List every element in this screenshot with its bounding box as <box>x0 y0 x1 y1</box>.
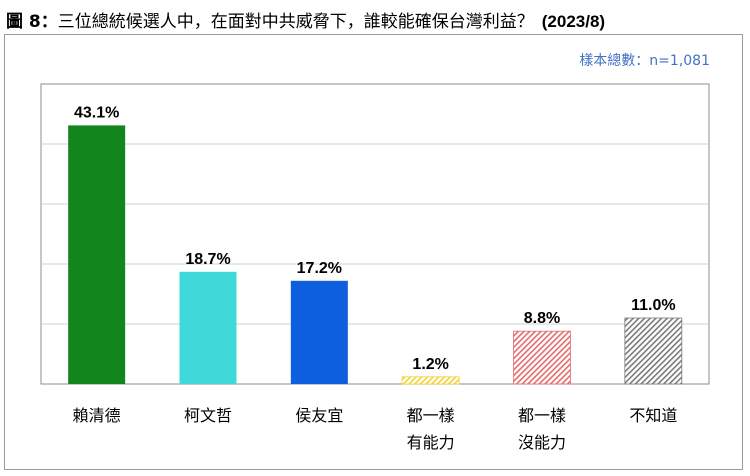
category-label: 賴清德 <box>73 406 121 425</box>
category-label: 柯文哲 <box>184 406 232 425</box>
category-label: 不知道 <box>629 406 677 425</box>
data-label: 8.8% <box>524 310 560 327</box>
plot-area <box>40 83 710 385</box>
data-label: 17.2% <box>297 260 342 277</box>
bar <box>513 330 571 385</box>
category-label: 都一樣 <box>407 406 455 425</box>
bar <box>401 376 460 385</box>
bar <box>290 280 348 384</box>
category-label: 都一樣 <box>518 406 566 425</box>
bar <box>624 317 683 385</box>
figure-label: 圖 8： <box>6 12 58 32</box>
chart-title: 圖 8：三位總統候選人中，在面對中共威脅下，誰較能確保台灣利益？ (2023/8) <box>6 7 746 32</box>
bar <box>68 125 126 385</box>
survey-question: 三位總統候選人中，在面對中共威脅下，誰較能確保台灣利益？ <box>57 12 534 32</box>
survey-date: (2023/8) <box>541 12 606 31</box>
category-label: 侯友宜 <box>295 406 343 425</box>
category-label: 沒能力 <box>518 433 566 452</box>
data-label: 43.1% <box>74 104 119 121</box>
bar <box>179 271 237 384</box>
data-label: 1.2% <box>412 356 448 373</box>
data-label: 11.0% <box>631 297 675 314</box>
sample-size-note: 樣本總數：n=1,081 <box>579 53 710 69</box>
data-label: 18.7% <box>185 251 230 268</box>
chart-frame <box>4 34 743 470</box>
category-label: 有能力 <box>407 433 455 452</box>
